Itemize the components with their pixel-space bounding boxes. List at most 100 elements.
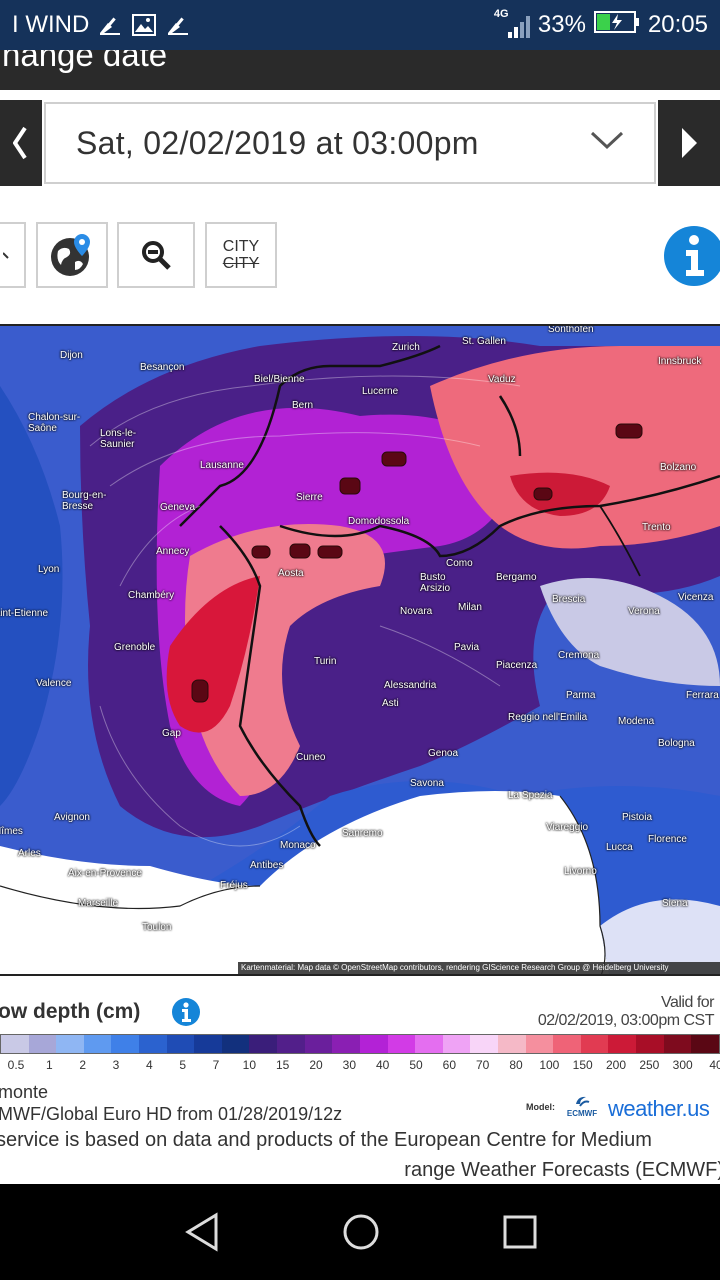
map-label: Novara xyxy=(400,606,433,617)
map-label: Aix-en-Provence xyxy=(68,868,142,879)
home-circle-icon xyxy=(343,1214,379,1250)
map-label: Cremona xyxy=(558,650,600,661)
map-label: Besançon xyxy=(140,362,185,373)
tool-button-partial[interactable] xyxy=(0,222,26,288)
legend-swatch xyxy=(387,1035,416,1053)
info-icon xyxy=(686,235,704,276)
map-label: Domodossola xyxy=(348,516,410,527)
map-label: Milan xyxy=(458,602,482,613)
map-label: Lons-le-Saunier xyxy=(100,428,137,450)
legend-tick-label: 4 xyxy=(145,1058,153,1072)
map-label: Alessandria xyxy=(384,680,437,691)
city-strike-label: CITY xyxy=(222,255,260,272)
map-label: Turin xyxy=(314,656,337,667)
map-label: Livorno xyxy=(564,866,597,877)
legend-swatch xyxy=(221,1035,250,1053)
legend-info-button[interactable] xyxy=(172,998,200,1026)
snow-depth-map[interactable]: Dijon Besançon Zurich St. Gallen Sonthof… xyxy=(0,324,720,976)
change-date-header: hange date xyxy=(0,50,720,90)
map-label: Savona xyxy=(410,778,444,789)
map-label: Zurich xyxy=(392,342,420,353)
next-date-button[interactable] xyxy=(658,100,720,186)
map-label: Dijon xyxy=(60,350,83,361)
legend-swatch xyxy=(608,1035,637,1053)
legend-swatch xyxy=(1,1035,29,1053)
legend-tick-label: 150 xyxy=(572,1058,593,1072)
city-labels-toggle[interactable]: CITY CITY xyxy=(205,222,277,288)
status-bar: I WIND 4G 33% 20:05 xyxy=(0,0,720,50)
disclaimer-line-2: range Weather Forecasts (ECMWF) xyxy=(404,1159,720,1181)
legend-tick-label: 30 xyxy=(342,1058,357,1072)
map-label: Bologna xyxy=(658,738,695,749)
back-triangle-icon xyxy=(185,1212,218,1252)
legend-tick-label: 300 xyxy=(672,1058,693,1072)
back-button[interactable] xyxy=(172,1206,232,1258)
previous-date-button[interactable] xyxy=(0,100,42,186)
map-label: Genoa xyxy=(428,748,459,759)
header-title: hange date xyxy=(2,50,168,73)
legend-swatch xyxy=(83,1035,112,1053)
map-label: Nîmes xyxy=(0,826,23,837)
map-canvas xyxy=(0,326,720,974)
map-label: Lyon xyxy=(38,564,60,575)
valid-for-value: 02/02/2019, 03:00pm CST xyxy=(537,1012,715,1029)
legend-header: ow depth (cm) xyxy=(0,994,720,1034)
legend-tick-label: 100 xyxy=(539,1058,560,1072)
legend-tick-label: 7 xyxy=(212,1058,220,1072)
map-label: Aosta xyxy=(278,568,304,579)
legend-swatch xyxy=(525,1035,554,1053)
signal-icon: 4G xyxy=(494,8,530,38)
info-button[interactable] xyxy=(664,226,720,286)
map-label: Siena xyxy=(662,898,688,909)
map-label: Monaco xyxy=(280,840,316,851)
disclaimer-line-1: service is based on data and products of… xyxy=(0,1129,652,1151)
region-name: monte xyxy=(0,1082,49,1102)
legend-swatch xyxy=(56,1035,84,1053)
valid-for: Valid for 02/02/2019, 03:00pm CST xyxy=(537,994,715,1030)
map-label: Chambéry xyxy=(128,590,175,601)
home-button[interactable] xyxy=(331,1206,391,1258)
zoom-out-button[interactable] xyxy=(117,222,195,288)
globe-pin-icon xyxy=(51,234,90,276)
legend-tick-label: 1 xyxy=(45,1058,53,1072)
map-label: Chalon-sur-Saône xyxy=(28,412,81,434)
ecmwf-swirl-icon xyxy=(576,1096,590,1107)
legend-swatch xyxy=(497,1035,526,1053)
map-label: Reggio nell'Emilia xyxy=(508,712,588,723)
legend-tick-label: 15 xyxy=(275,1058,290,1072)
location-globe-button[interactable] xyxy=(36,222,108,288)
legend-swatch xyxy=(553,1035,581,1053)
map-label: Sanremo xyxy=(342,828,383,839)
map-label: Cuneo xyxy=(296,752,326,763)
cut-off-text xyxy=(0,1176,720,1184)
legend-swatch xyxy=(332,1035,360,1053)
ecmwf-text: ECMWF xyxy=(566,1109,598,1118)
map-label: Toulon xyxy=(142,922,172,933)
map-label: Sonthofen xyxy=(548,324,594,335)
legend-swatch xyxy=(304,1035,333,1053)
map-label: Como xyxy=(446,558,473,569)
map-label: Lausanne xyxy=(200,460,244,471)
legend-swatch xyxy=(415,1035,443,1053)
date-select[interactable]: Sat, 02/02/2019 at 03:00pm xyxy=(44,102,656,184)
chevron-left-icon xyxy=(13,126,27,160)
map-tools-row: CITY CITY xyxy=(0,222,720,290)
legend-swatch xyxy=(166,1035,195,1053)
map-label: Trento xyxy=(642,522,671,533)
legend-swatch xyxy=(691,1035,719,1053)
map-label: Modena xyxy=(618,716,655,727)
city-label: CITY xyxy=(222,238,260,255)
map-label: Biel/Bienne xyxy=(254,374,305,385)
legend-tick-label: 70 xyxy=(475,1058,490,1072)
map-label: Ferrara xyxy=(686,690,719,701)
map-label: Vaduz xyxy=(488,374,516,385)
legend-tick-label: 60 xyxy=(442,1058,457,1072)
legend-tick-label: 200 xyxy=(605,1058,627,1072)
recents-button[interactable] xyxy=(490,1206,550,1258)
weather-us-logo: weather.us xyxy=(608,1096,710,1121)
map-label: St. Gallen xyxy=(462,336,506,347)
chevron-down-icon xyxy=(590,131,624,150)
legend-tick-label: 40 xyxy=(709,1058,720,1072)
legend-tick-label: 80 xyxy=(509,1058,523,1072)
legend-swatch xyxy=(111,1035,140,1053)
